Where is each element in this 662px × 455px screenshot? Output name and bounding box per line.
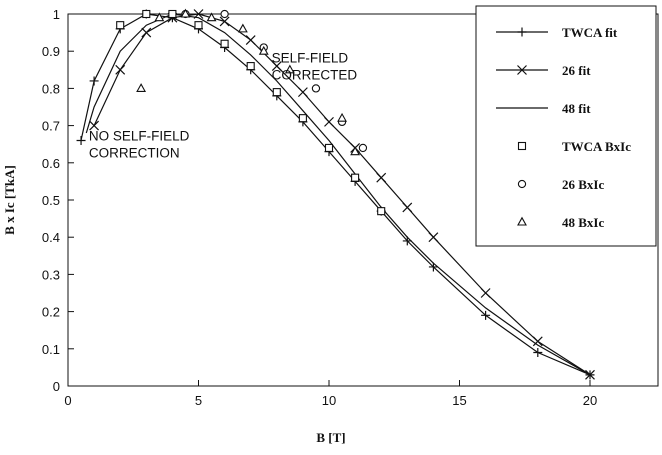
legend-entry: 48 BxIc (517, 215, 604, 230)
legend-entry: TWCA BxIc (517, 139, 631, 154)
axis-ticks (67, 13, 591, 387)
data-point (284, 64, 295, 74)
data-point (533, 348, 543, 358)
legend-entry: 48 fit (496, 101, 591, 116)
data-point (480, 288, 491, 298)
data-point (258, 45, 269, 55)
legend: TWCA fit 26 fit 48 fit TWCA BxIc 26 BxIc 48 B… (475, 5, 657, 247)
legend-label: 26 BxIc (562, 177, 604, 192)
annotation: SELF-FIELD CORRECTED (272, 50, 358, 82)
legend-label: TWCA BxIc (562, 139, 631, 154)
data-point (298, 114, 307, 123)
data-point (116, 21, 125, 30)
series-twca-bxic (116, 9, 386, 216)
data-point (220, 9, 229, 19)
y-tick-label: 0.2 (42, 305, 60, 320)
data-point (311, 84, 321, 93)
data-point (481, 310, 491, 320)
legend-marker (517, 27, 527, 37)
data-point (324, 116, 334, 127)
data-point (206, 12, 217, 22)
data-point (168, 9, 177, 19)
data-point (245, 35, 256, 45)
data-point (428, 232, 439, 243)
x-tick-labels: 0 5 10 15 20 (64, 393, 597, 408)
legend-label: 48 BxIc (562, 215, 604, 230)
y-tick-label: 0.6 (42, 156, 60, 171)
data-point (142, 9, 151, 19)
data-point (180, 8, 191, 18)
data-point (246, 62, 255, 71)
data-point (115, 64, 126, 75)
y-tick-label: 0.3 (42, 267, 60, 282)
series-48-fit (85, 13, 591, 376)
legend-label: TWCA fit (562, 25, 618, 40)
x-tick-label: 5 (195, 393, 202, 408)
x-tick-label: 0 (64, 393, 71, 408)
data-point (271, 61, 282, 72)
legend-box (475, 5, 657, 247)
x-tick-label: 10 (322, 393, 336, 408)
data-point (136, 83, 147, 92)
data-point (377, 207, 386, 216)
y-tick-label: 0 (53, 379, 60, 394)
data-point (350, 146, 361, 156)
y-axis-title: B x Ic [TkA] (2, 165, 17, 235)
x-axis-title: B [T] (316, 430, 345, 445)
legend-marker (517, 141, 527, 151)
data-point (532, 336, 543, 347)
legend-entry: 26 fit (496, 63, 591, 78)
series-48-bxic (136, 8, 361, 156)
series-layer (76, 8, 595, 380)
data-point (89, 76, 99, 86)
data-point (337, 112, 347, 122)
data-point (272, 88, 281, 97)
y-tick-labels: 0 0.1 0.2 0.3 0.4 0.5 0.6 0.7 0.8 0.9 1 (42, 7, 60, 394)
legend-marker (517, 179, 527, 189)
data-point (219, 16, 230, 27)
series-line (80, 13, 591, 376)
y-tick-label: 0.7 (42, 119, 60, 134)
y-tick-label: 0.1 (42, 342, 60, 357)
annotation: NO SELF-FIELD CORRECTION (89, 128, 190, 160)
data-point (76, 135, 86, 145)
y-tick-label: 0.4 (42, 230, 60, 245)
data-point (402, 202, 413, 213)
data-point (376, 172, 387, 183)
data-point (237, 23, 248, 33)
data-point (89, 120, 100, 131)
data-point (358, 143, 368, 153)
y-tick-label: 0.5 (42, 193, 60, 208)
data-point (351, 173, 360, 182)
legend-label: 26 fit (562, 63, 591, 78)
x-tick-label: 15 (452, 393, 466, 408)
y-tick-label: 0.9 (42, 44, 60, 59)
data-point (141, 27, 152, 38)
legend-marker (517, 216, 527, 226)
data-point (585, 369, 595, 380)
data-point (154, 12, 165, 22)
data-point (297, 87, 308, 98)
legend-entry: TWCA fit (496, 25, 618, 40)
annotation-layer: NO SELF-FIELD CORRECTION SELF-FIELD CORRECT… (89, 50, 357, 160)
x-tick-label: 20 (583, 393, 597, 408)
data-point (324, 143, 334, 152)
legend-marker (517, 65, 527, 75)
y-tick-label: 1 (53, 7, 60, 22)
series-26-fit (89, 9, 595, 380)
data-point (220, 39, 229, 48)
legend-label: 48 fit (562, 101, 591, 116)
legend-entry: 26 BxIc (517, 177, 604, 192)
y-tick-label: 0.8 (42, 81, 60, 96)
data-point (194, 21, 203, 30)
series-line (85, 13, 591, 376)
